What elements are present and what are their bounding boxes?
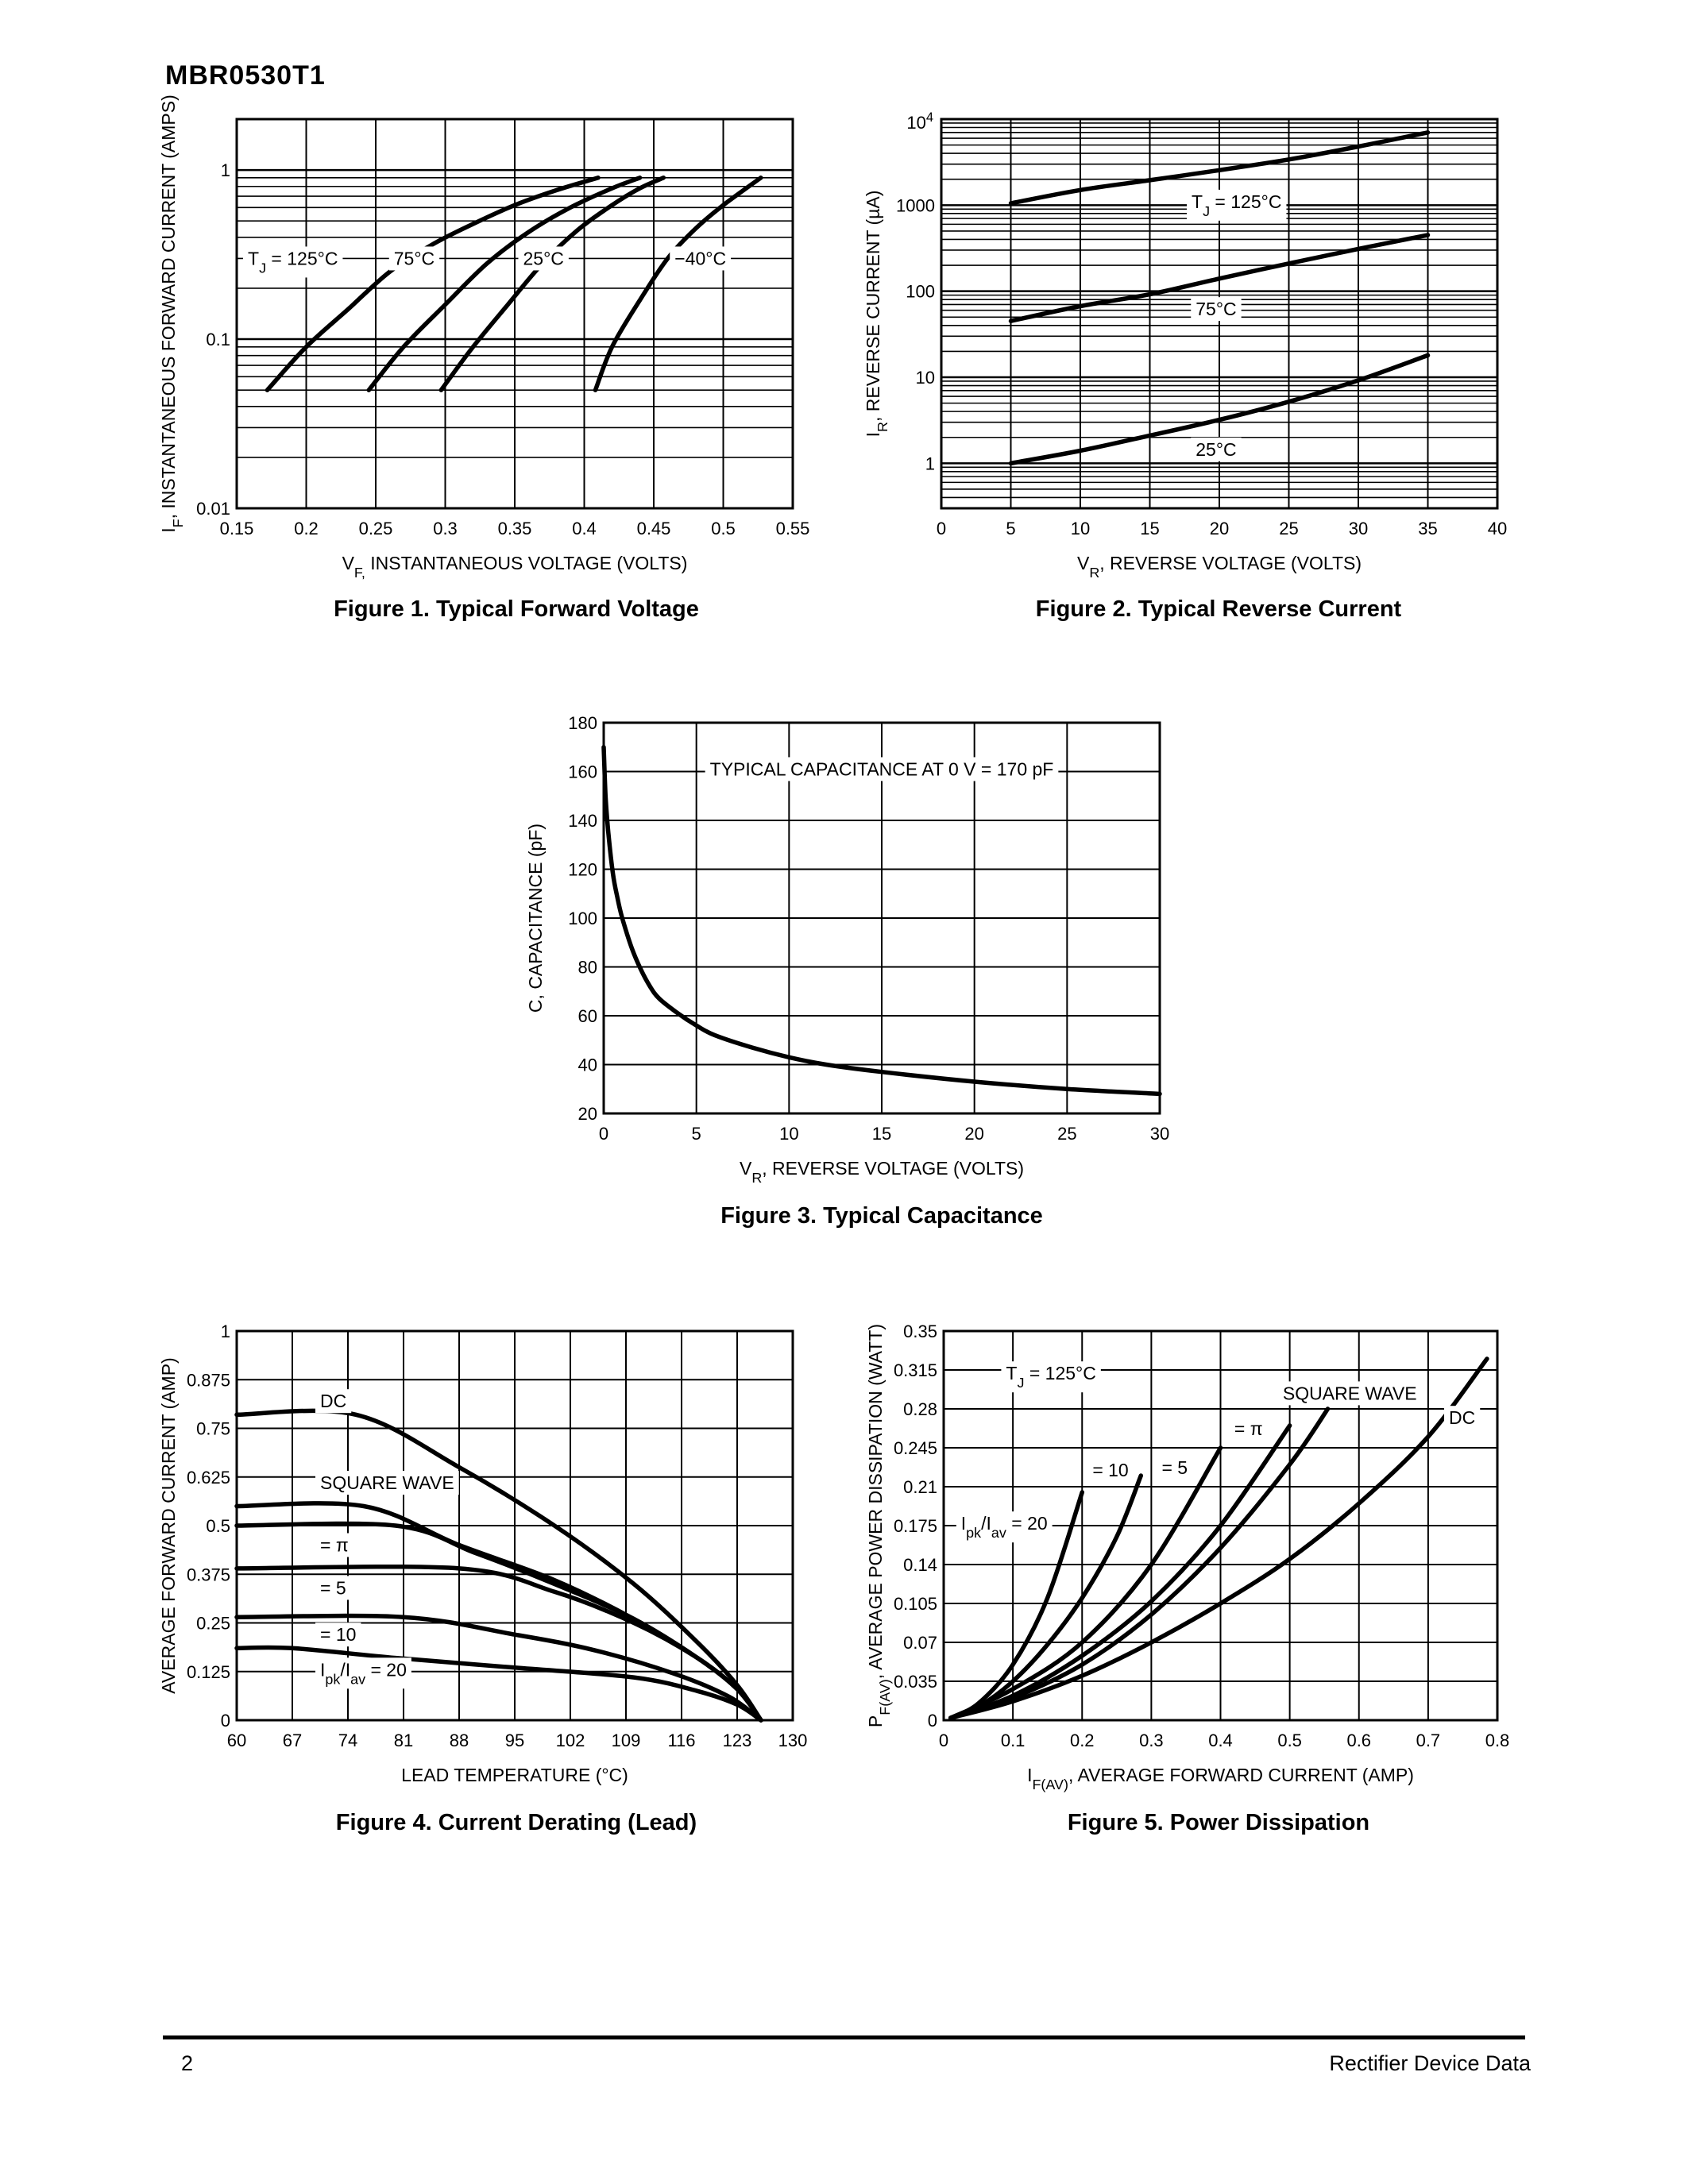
y-tick-label: 1 [221,160,230,180]
figure-1-caption: Figure 1. Typical Forward Voltage [334,596,699,622]
x-tick-label: 0.2 [294,519,319,538]
figure-3-caption: Figure 3. Typical Capacitance [720,1203,1043,1229]
publication-name: Rectifier Device Data [1329,2051,1531,2075]
y-axis-label: IF, INSTANTANEOUS FORWARD CURRENT (AMPS) [158,95,186,533]
part-number: MBR0530T1 [165,60,326,91]
figure-2-caption: Figure 2. Typical Reverse Current [1035,596,1402,622]
x-tick-label: 0.55 [776,519,810,538]
x-tick-label: 0.5 [711,519,736,538]
annotation-0: TJ = 125°C [243,246,343,278]
x-axis-label: VF, INSTANTANEOUS VOLTAGE (VOLTS) [342,553,688,581]
grid [236,118,794,510]
x-tick-label: 0.25 [359,519,393,538]
footer-rule [163,2035,1525,2039]
figure-5-caption: Figure 5. Power Dissipation [1067,1810,1370,1835]
series-line-2 [438,176,666,392]
annotation-1: 75°C [388,246,440,271]
figure-4-caption: Figure 4. Current Derating (Lead) [335,1810,697,1835]
y-tick-label: 0.1 [206,330,230,349]
y-tick-label: 0.01 [196,499,230,519]
annotation-2: 25°C [518,246,569,271]
page-number: 2 [181,2051,194,2075]
svg-text:25°C: 25°C [523,248,564,268]
svg-text:−40°C: −40°C [674,248,726,268]
x-tick-label: 0.45 [637,519,671,538]
x-tick-label: 0.3 [433,519,458,538]
plot-frame [235,118,794,510]
series-line-1 [366,176,643,392]
series-line-0 [265,176,601,392]
series-line-3 [593,176,763,392]
x-tick-label: 0.4 [572,519,597,538]
annotation-3: −40°C [670,246,732,271]
svg-text:75°C: 75°C [394,248,435,268]
x-tick-label: 0.35 [498,519,532,538]
x-tick-label: 0.15 [220,519,254,538]
svg-text:TJ = 125°C: TJ = 125°C [248,248,338,276]
